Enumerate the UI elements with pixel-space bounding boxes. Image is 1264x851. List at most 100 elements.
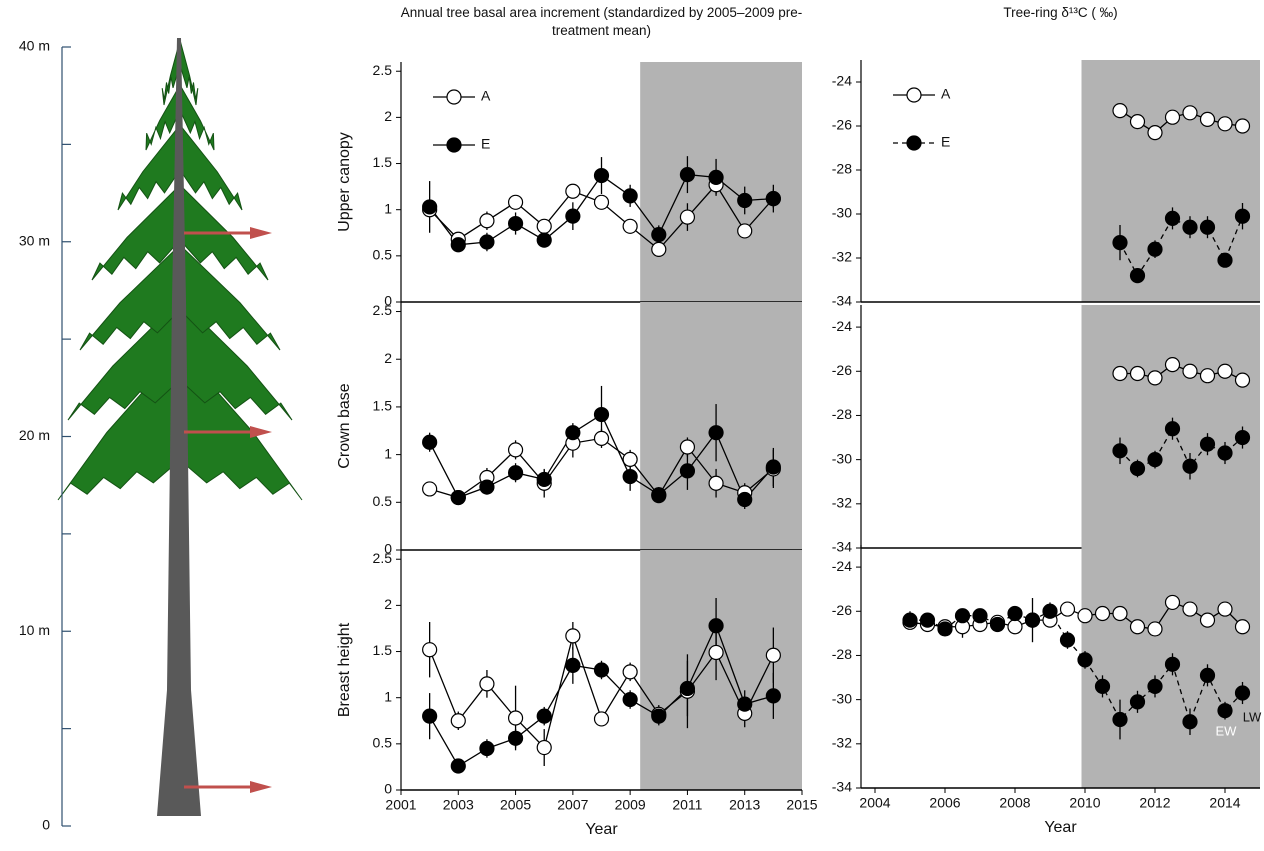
data-point: [679, 439, 696, 455]
data-point: [1112, 443, 1128, 459]
x-tick-label: 2005: [500, 797, 531, 813]
data-point: [422, 642, 438, 658]
height-tick-label: 30 m: [19, 232, 50, 248]
panel-title-text: Annual tree basal area increment (standa…: [400, 5, 803, 38]
data-point: [450, 758, 466, 774]
legend-marker: [446, 89, 462, 105]
data-point: [1234, 118, 1251, 134]
legend-label: E: [481, 136, 490, 152]
x-tick-label: 2003: [443, 797, 474, 813]
x-tick-label: 2004: [859, 795, 890, 811]
data-point: [679, 209, 696, 225]
y-tick-label: 0.5: [373, 493, 393, 509]
data-point: [565, 628, 581, 644]
y-tick-label: -30: [832, 690, 852, 706]
data-point: [708, 618, 724, 634]
y-tick-label: 1.5: [373, 642, 393, 658]
data-point: [422, 708, 438, 724]
annotation: EW: [1216, 723, 1238, 738]
y-tick-label: 0: [384, 541, 392, 557]
data-point: [1234, 685, 1251, 701]
data-point: [1199, 368, 1216, 384]
y-tick-label: -26: [832, 602, 852, 618]
arrow-head: [250, 781, 272, 793]
data-point: [737, 192, 753, 209]
data-point: [622, 468, 638, 485]
data-point: [1217, 703, 1233, 719]
data-point: [536, 218, 552, 234]
data-point: [422, 481, 438, 497]
y-tick-label: -32: [832, 495, 852, 511]
data-point: [1147, 125, 1163, 141]
data-point: [507, 465, 524, 481]
y-tick-label: 0.5: [373, 247, 393, 263]
legend-label: A: [941, 86, 951, 102]
y-tick-label: 2: [384, 596, 392, 612]
y-tick-label: -34: [832, 293, 852, 309]
y-tick-label: -30: [832, 205, 852, 221]
data-point: [651, 708, 667, 724]
height-tick-label: 40 m: [19, 38, 50, 54]
y-tick-label: 0: [384, 293, 392, 309]
panel-title-text: Tree-ring δ¹³C ( ‰): [1003, 5, 1118, 20]
data-point: [989, 616, 1006, 633]
x-tick-label: 2011: [672, 797, 702, 813]
x-tick-label: 2008: [999, 795, 1030, 811]
data-point: [1234, 619, 1251, 635]
data-point: [479, 234, 495, 250]
y-tick-label: -28: [832, 406, 852, 422]
data-point: [1007, 619, 1023, 635]
data-point: [536, 739, 552, 756]
y-tick-label: 2.5: [373, 550, 393, 566]
data-point: [708, 169, 724, 185]
data-point: [507, 442, 524, 458]
y-axis-label: Upper canopy: [336, 132, 353, 232]
treatment-shade: [1081, 60, 1260, 302]
y-tick-label: -26: [832, 117, 852, 133]
data-point: [972, 608, 988, 624]
data-point: [651, 227, 667, 243]
x-tick-label: 2012: [1139, 795, 1170, 811]
data-point: [737, 223, 753, 239]
treatment-shade: [640, 302, 802, 550]
data-point: [1112, 605, 1128, 622]
data-point: [708, 644, 724, 661]
data-point: [1007, 605, 1023, 622]
panel-title: Annual tree basal area increment (standa…: [400, 5, 803, 38]
y-tick-label: -34: [832, 539, 852, 555]
height-tick-label: 20 m: [19, 427, 50, 443]
y-tick-label: -32: [832, 735, 852, 751]
data-point: [536, 471, 552, 488]
data-point: [1094, 678, 1111, 694]
data-point: [1234, 372, 1251, 388]
x-axis-label: Year: [585, 821, 618, 838]
data-point: [622, 451, 638, 467]
data-point: [507, 730, 524, 746]
data-point: [479, 676, 495, 692]
data-point: [1217, 601, 1233, 617]
data-point: [1217, 363, 1233, 379]
data-point: [765, 647, 781, 663]
y-tick-label: -28: [832, 161, 852, 177]
data-point: [1217, 445, 1233, 461]
arrow-head: [250, 227, 272, 239]
data-point: [479, 479, 495, 495]
data-point: [1129, 113, 1146, 130]
data-point: [765, 191, 781, 207]
data-point: [1182, 363, 1198, 379]
data-point: [1129, 268, 1146, 284]
legend-marker: [446, 137, 462, 153]
data-point: [1112, 102, 1128, 119]
legend-label: E: [941, 134, 950, 150]
data-point: [1164, 421, 1181, 437]
data-point: [1164, 109, 1181, 125]
data-point: [507, 215, 524, 232]
y-tick-label: 2: [384, 350, 392, 366]
data-point: [1147, 241, 1163, 257]
tree-trunk: [157, 38, 201, 816]
data-point: [1182, 714, 1198, 730]
y-tick-label: -26: [832, 362, 852, 378]
x-tick-label: 2007: [557, 797, 588, 813]
data-point: [1042, 603, 1058, 619]
data-point: [679, 680, 696, 697]
